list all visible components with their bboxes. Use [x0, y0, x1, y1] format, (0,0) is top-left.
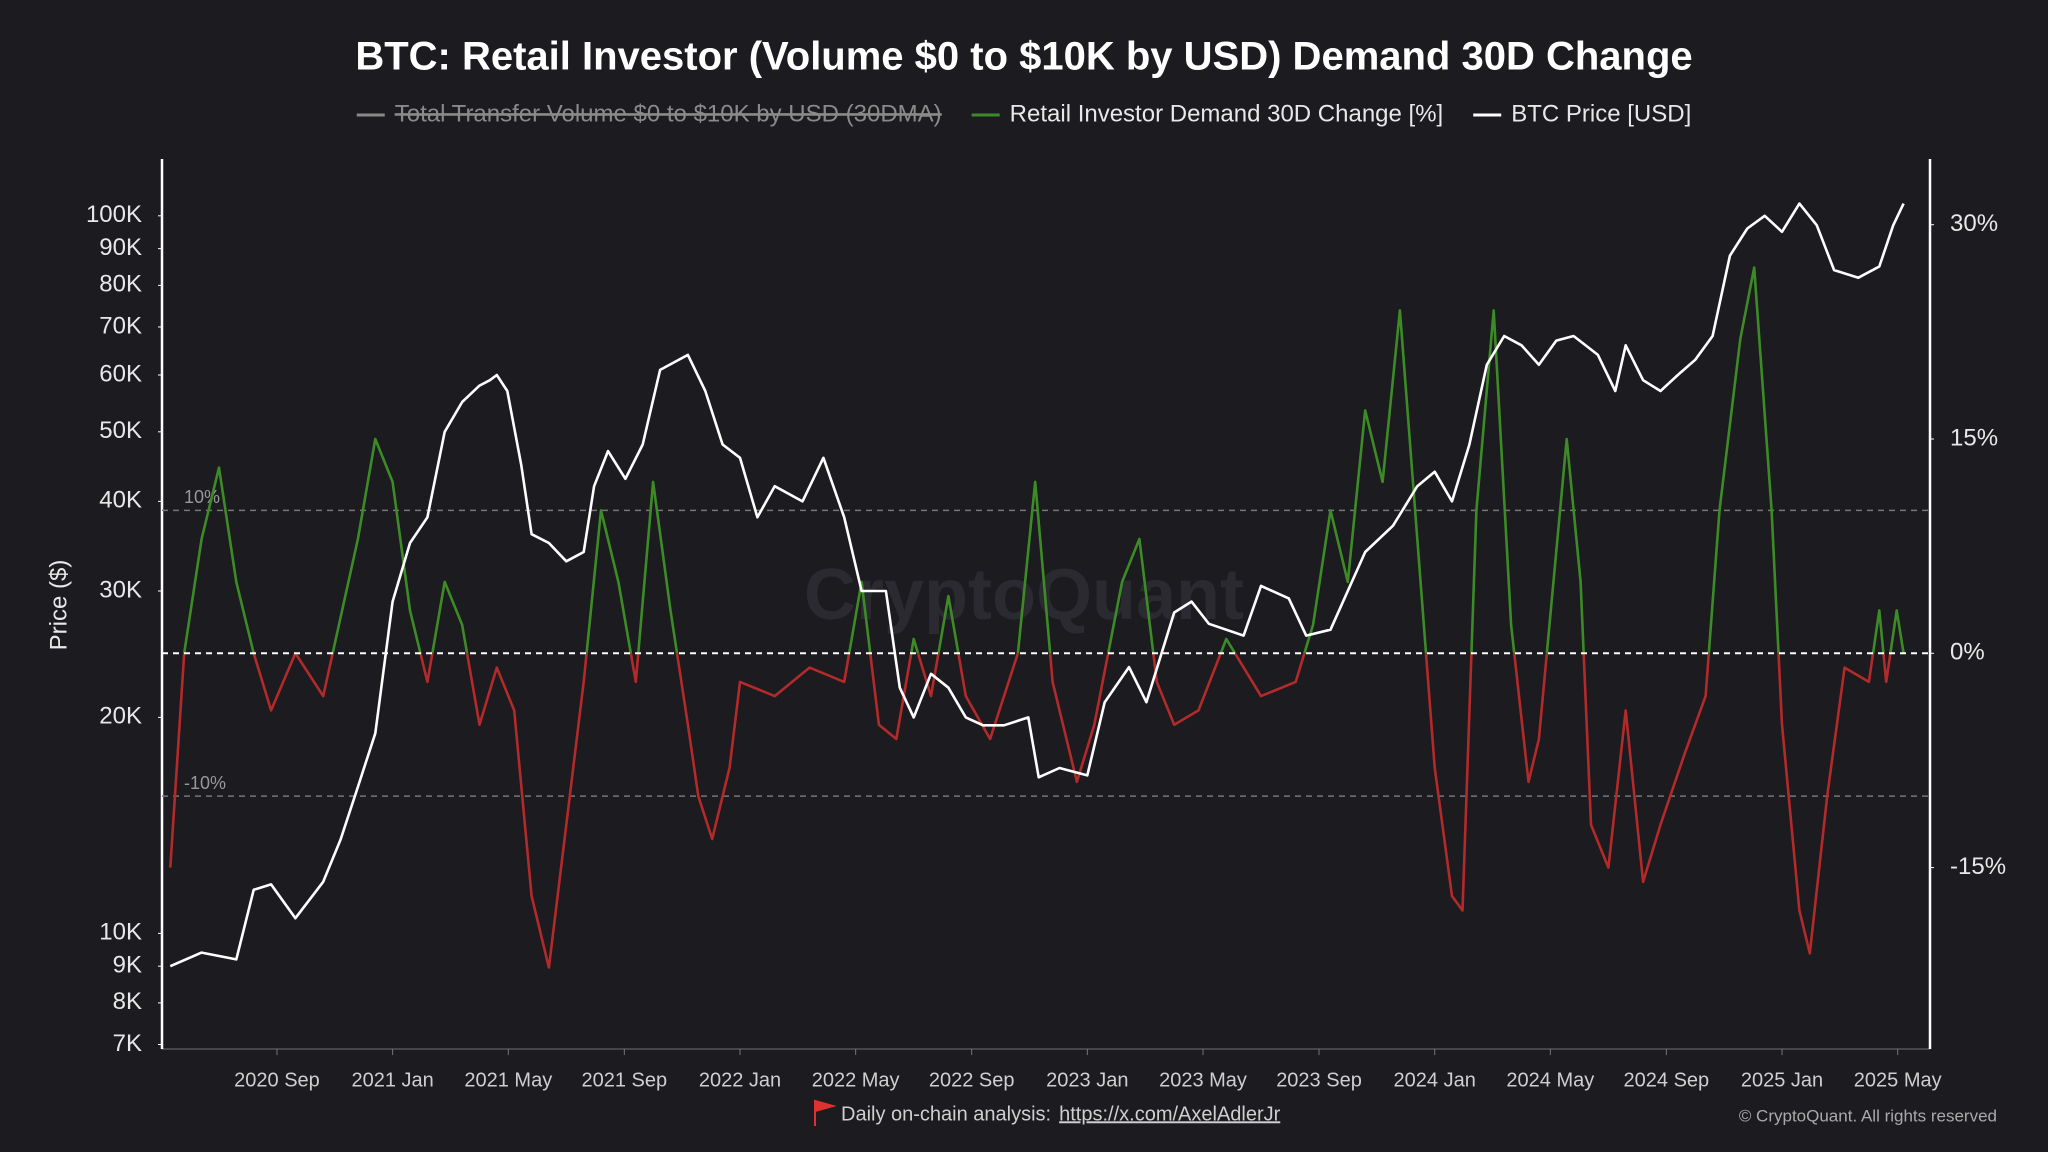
y-tick-label: 90K	[99, 234, 142, 261]
y-axis-label: Price ($)	[45, 560, 72, 651]
y-tick-label: 70K	[99, 312, 142, 339]
x-tick-label: 2024 Jan	[1394, 1069, 1476, 1091]
legend-item[interactable]: Total Transfer Volume $0 to $10K by USD …	[356, 100, 942, 127]
x-tick-label: 2022 May	[812, 1069, 900, 1091]
x-tick-label: 2025 Jan	[1741, 1069, 1823, 1091]
y-tick-label: 40K	[99, 487, 142, 514]
y-tick-label: 50K	[99, 417, 142, 444]
x-tick-label: 2024 May	[1506, 1069, 1594, 1091]
footer-text: Daily on-chain analysis:	[841, 1103, 1051, 1125]
legend-label: Total Transfer Volume $0 to $10K by USD …	[395, 100, 942, 127]
y-tick-label: 80K	[99, 271, 142, 298]
x-tick-label: 2024 Sep	[1624, 1069, 1710, 1091]
y-tick-label: 100K	[86, 201, 142, 228]
y2-tick-label: 15%	[1950, 424, 1998, 451]
y-tick-label: 9K	[113, 952, 142, 979]
x-tick-label: 2021 May	[464, 1069, 552, 1091]
y-tick-label: 20K	[99, 703, 142, 730]
demand-line-negative	[169, 653, 1904, 969]
flag-icon	[814, 1099, 837, 1126]
price-line	[169, 202, 1905, 968]
y2-tick-label: -15%	[1950, 853, 2006, 880]
y-tick-label: 7K	[113, 1030, 142, 1057]
chart-title: BTC: Retail Investor (Volume $0 to $10K …	[355, 35, 1692, 79]
x-tick-label: 2022 Sep	[929, 1069, 1015, 1091]
y-tick-label: 60K	[99, 360, 142, 387]
legend-label: Retail Investor Demand 30D Change [%]	[1010, 100, 1444, 127]
reference-label: -10%	[184, 773, 226, 793]
x-tick-label: 2023 Jan	[1046, 1069, 1128, 1091]
legend-item[interactable]: Retail Investor Demand 30D Change [%]	[971, 100, 1444, 127]
x-tick-label: 2023 Sep	[1276, 1069, 1362, 1091]
x-tick-label: 2025 May	[1854, 1069, 1942, 1091]
y-tick-label: 8K	[113, 988, 142, 1015]
x-tick-label: 2023 May	[1159, 1069, 1247, 1091]
x-tick-label: 2021 Sep	[581, 1069, 667, 1091]
legend-item[interactable]: BTC Price [USD]	[1473, 100, 1691, 127]
footer-link[interactable]: https://x.com/AxelAdlerJr	[1059, 1103, 1281, 1125]
x-tick-label: 2020 Sep	[234, 1069, 320, 1091]
y2-tick-label: 30%	[1950, 210, 1998, 237]
x-tick-label: 2021 Jan	[351, 1069, 433, 1091]
y-tick-label: 30K	[99, 576, 142, 603]
y2-tick-label: 0%	[1950, 639, 1985, 666]
copyright: © CryptoQuant. All rights reserved	[1739, 1106, 1997, 1125]
legend-label: BTC Price [USD]	[1511, 100, 1691, 127]
x-tick-label: 2022 Jan	[699, 1069, 781, 1091]
y-tick-label: 10K	[99, 919, 142, 946]
